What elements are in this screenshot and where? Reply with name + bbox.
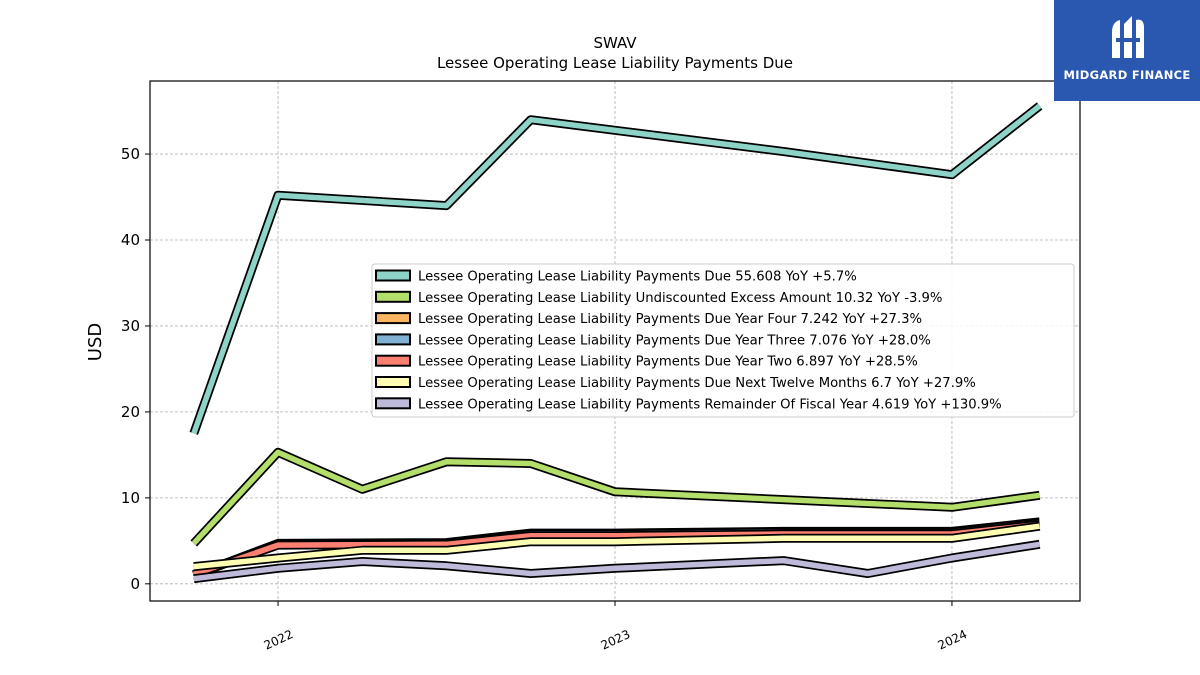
legend-item: Lessee Operating Lease Liability Payment… xyxy=(418,376,976,391)
series-line xyxy=(193,539,1041,584)
legend-swatch xyxy=(375,376,411,388)
legend-box xyxy=(371,263,1075,418)
series-line xyxy=(189,102,1043,435)
series-stroke xyxy=(191,449,1040,546)
legend-item: Lessee Operating Lease Liability Payment… xyxy=(418,355,918,370)
legend-item: Lessee Operating Lease Liability Payment… xyxy=(418,333,931,348)
x-tick-label: 2022 xyxy=(262,627,296,653)
legend-item: Lessee Operating Lease Liability Payment… xyxy=(418,397,1002,412)
chart-title: SWAV xyxy=(593,34,637,52)
x-tick-label: 2024 xyxy=(936,627,970,653)
series-lines xyxy=(189,102,1043,584)
logo-text: MIDGARD FINANCE xyxy=(1063,68,1191,82)
legend-swatch xyxy=(375,333,411,346)
series-stroke xyxy=(193,541,1041,582)
legend-swatch xyxy=(375,354,411,367)
series-line xyxy=(190,447,1041,547)
y-tick-label: 10 xyxy=(121,489,140,507)
x-tick-label: 2023 xyxy=(599,627,633,653)
midgard-finance-logo: MIDGARD FINANCE xyxy=(1054,0,1200,101)
y-tick-label: 20 xyxy=(121,403,140,421)
legend-item: Lessee Operating Lease Liability Payment… xyxy=(418,312,922,327)
legend-item: Lessee Operating Lease Liability Payment… xyxy=(418,270,857,285)
legend-swatch xyxy=(375,269,411,282)
series-stroke xyxy=(191,103,1042,435)
y-tick-label: 50 xyxy=(121,145,140,163)
series-outline xyxy=(193,539,1041,584)
legend-swatch xyxy=(375,397,411,410)
legend-item: Lessee Operating Lease Liability Undisco… xyxy=(418,291,942,306)
y-axis-ticks: 0 10 20 30 40 50 xyxy=(121,145,150,593)
y-axis-label: USD xyxy=(85,323,106,361)
y-tick-label: 40 xyxy=(121,231,140,249)
legend: Lessee Operating Lease Liability Payment… xyxy=(371,263,1075,418)
series-line xyxy=(193,521,1041,572)
y-tick-label: 30 xyxy=(121,317,140,335)
legend-swatch xyxy=(375,290,411,303)
chart-subtitle: Lessee Operating Lease Liability Payment… xyxy=(437,54,793,72)
x-axis-ticks: 2022 2023 2024 xyxy=(262,601,970,653)
y-tick-label: 0 xyxy=(130,575,140,593)
series-stroke xyxy=(193,523,1040,570)
midgard-logo-icon xyxy=(1112,16,1144,58)
legend-swatch xyxy=(375,312,411,325)
